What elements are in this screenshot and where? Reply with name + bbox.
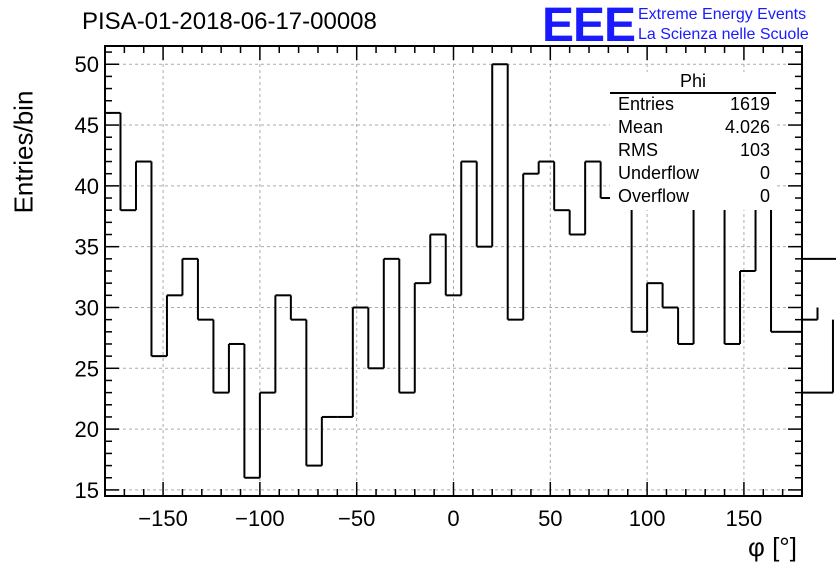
x-axis-label: φ [°] (748, 532, 797, 562)
stats-row-overflow: Overflow 0 (618, 186, 770, 208)
x-tick-label: 50 (538, 506, 562, 531)
y-tick-label: 45 (75, 113, 99, 138)
stats-value: 0 (759, 186, 770, 206)
y-tick-label: 35 (75, 235, 99, 260)
eee-logo-mark: EEE (542, 0, 636, 52)
y-tick-label: 20 (75, 417, 99, 442)
stats-key: RMS (618, 140, 658, 160)
stats-key: Overflow (618, 186, 690, 206)
stats-row-entries: Entries 1619 (618, 94, 770, 116)
stats-row-underflow: Underflow 0 (618, 163, 770, 185)
stats-key: Entries (618, 94, 675, 114)
stats-value: 1619 (729, 94, 770, 114)
y-axis-label: Entries/bin (8, 90, 39, 214)
y-axis-label-wrap: Entries/bin (6, 91, 42, 214)
stats-box: Phi Entries 1619 Mean 4.026 RMS 103 Unde… (610, 72, 776, 210)
stats-key: Underflow (618, 163, 700, 183)
y-tick-label: 50 (75, 52, 99, 77)
stats-row-rms: RMS 103 (618, 140, 770, 162)
x-tick-label: −50 (338, 506, 375, 531)
eee-logo: EEE Extreme Energy Events La Scienza nel… (542, 0, 832, 52)
stats-value: 103 (739, 140, 770, 160)
y-tick-label: 40 (75, 174, 99, 199)
x-tick-label: 100 (629, 506, 666, 531)
stats-value: 4.026 (724, 117, 770, 137)
y-tick-label: 15 (75, 478, 99, 503)
stats-row-mean: Mean 4.026 (618, 117, 770, 139)
y-tick-label: 25 (75, 356, 99, 381)
stats-key: Mean (618, 117, 664, 137)
x-tick-label: 150 (726, 506, 763, 531)
x-tick-label: 0 (447, 506, 459, 531)
x-tick-label: −100 (235, 506, 285, 531)
logo-line-1: Extreme Energy Events (638, 6, 807, 23)
y-tick-labels: 15 20 25 30 35 40 45 50 (75, 52, 99, 503)
axis-ticks (104, 46, 803, 496)
stats-title: Phi (610, 72, 776, 94)
stats-value: 0 (759, 163, 770, 183)
x-tick-labels: −150 −100 −50 0 50 100 150 (138, 506, 762, 531)
x-tick-label: −150 (138, 506, 188, 531)
chart-title: PISA-01-2018-06-17-00008 (82, 8, 377, 35)
logo-line-2: La Scienza nelle Scuole (638, 26, 809, 43)
y-tick-label: 30 (75, 295, 99, 320)
